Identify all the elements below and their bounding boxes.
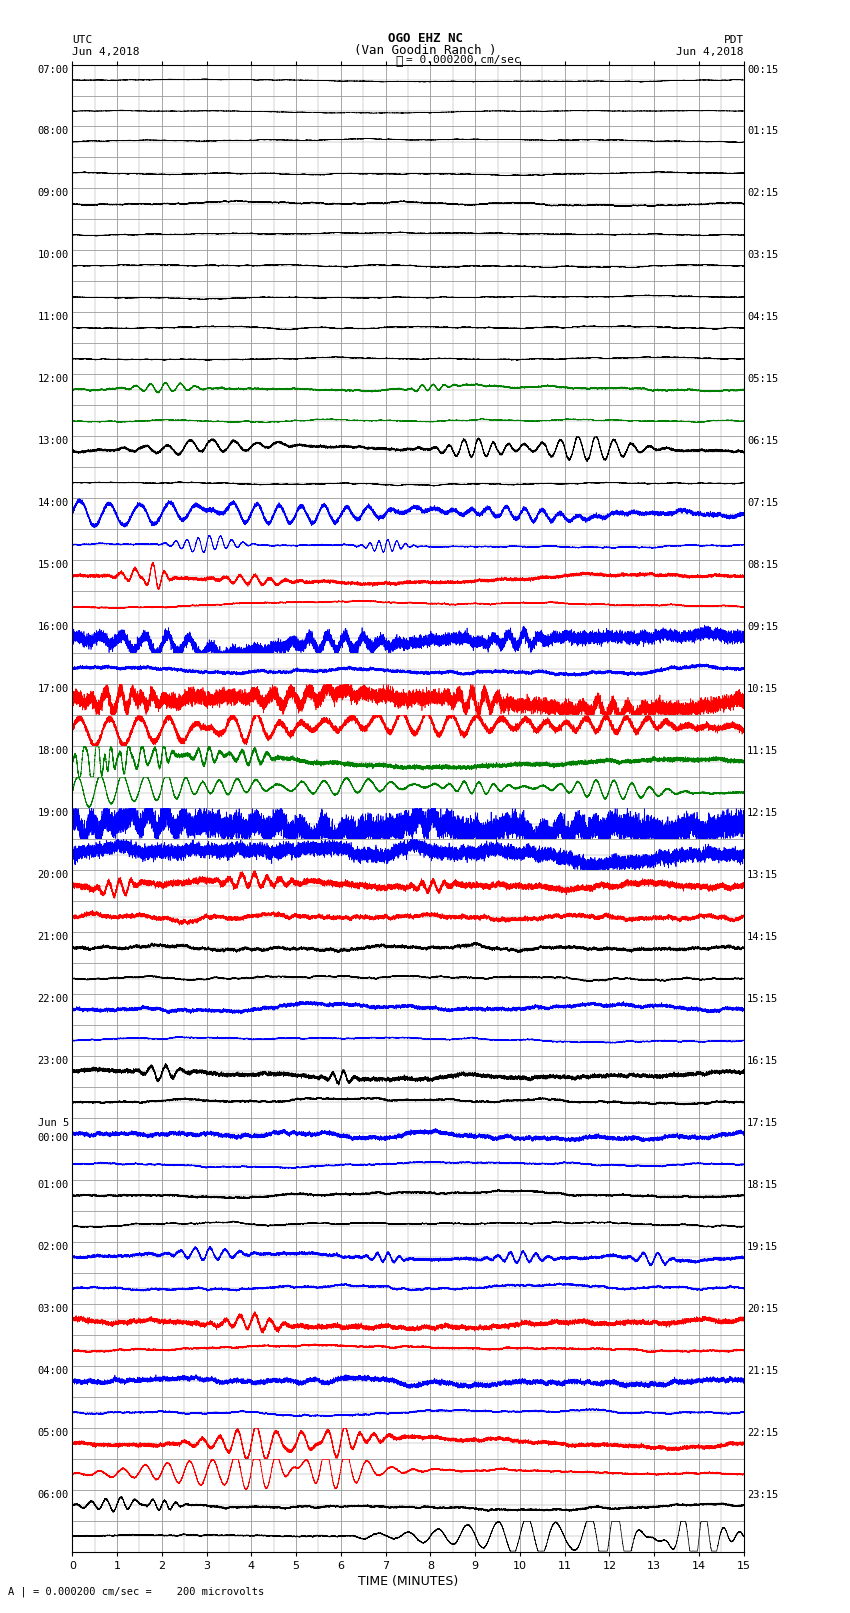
Text: Jun 4,2018: Jun 4,2018	[677, 47, 744, 56]
Text: 20:00: 20:00	[37, 869, 69, 881]
Text: 12:00: 12:00	[37, 374, 69, 384]
Text: A | = 0.000200 cm/sec =    200 microvolts: A | = 0.000200 cm/sec = 200 microvolts	[8, 1586, 264, 1597]
Text: 15:15: 15:15	[747, 994, 779, 1003]
Text: 17:00: 17:00	[37, 684, 69, 694]
Text: 15:00: 15:00	[37, 560, 69, 571]
Text: 16:15: 16:15	[747, 1057, 779, 1066]
Text: 22:15: 22:15	[747, 1428, 779, 1437]
Text: 09:15: 09:15	[747, 623, 779, 632]
Text: 11:15: 11:15	[747, 747, 779, 756]
Text: 13:15: 13:15	[747, 869, 779, 881]
Text: Jun 5: Jun 5	[37, 1118, 69, 1127]
Text: PDT: PDT	[723, 35, 744, 45]
Text: 08:00: 08:00	[37, 126, 69, 137]
Text: 18:15: 18:15	[747, 1181, 779, 1190]
Text: 12:15: 12:15	[747, 808, 779, 818]
Text: 03:00: 03:00	[37, 1303, 69, 1315]
Text: 18:00: 18:00	[37, 747, 69, 756]
X-axis label: TIME (MINUTES): TIME (MINUTES)	[358, 1574, 458, 1587]
Text: (Van Goodin Ranch ): (Van Goodin Ranch )	[354, 44, 496, 56]
Text: 23:00: 23:00	[37, 1057, 69, 1066]
Text: Jun 4,2018: Jun 4,2018	[72, 47, 139, 56]
Text: 03:15: 03:15	[747, 250, 779, 260]
Text: 23:15: 23:15	[747, 1490, 779, 1500]
Text: 02:15: 02:15	[747, 189, 779, 198]
Text: 09:00: 09:00	[37, 189, 69, 198]
Text: 14:15: 14:15	[747, 932, 779, 942]
Text: OGO EHZ NC: OGO EHZ NC	[388, 32, 462, 45]
Text: 20:15: 20:15	[747, 1303, 779, 1315]
Text: UTC: UTC	[72, 35, 93, 45]
Text: 13:00: 13:00	[37, 436, 69, 447]
Text: 04:15: 04:15	[747, 313, 779, 323]
Text: 10:15: 10:15	[747, 684, 779, 694]
Text: 06:15: 06:15	[747, 436, 779, 447]
Text: = 0.000200 cm/sec: = 0.000200 cm/sec	[406, 55, 521, 65]
Text: 04:00: 04:00	[37, 1366, 69, 1376]
Text: 10:00: 10:00	[37, 250, 69, 260]
Text: 08:15: 08:15	[747, 560, 779, 571]
Text: 11:00: 11:00	[37, 313, 69, 323]
Text: 00:15: 00:15	[747, 65, 779, 74]
Text: 05:15: 05:15	[747, 374, 779, 384]
Text: ⎴: ⎴	[396, 55, 403, 68]
Text: 22:00: 22:00	[37, 994, 69, 1003]
Text: 01:00: 01:00	[37, 1181, 69, 1190]
Text: 16:00: 16:00	[37, 623, 69, 632]
Text: 02:00: 02:00	[37, 1242, 69, 1252]
Text: 14:00: 14:00	[37, 498, 69, 508]
Text: 00:00: 00:00	[37, 1134, 69, 1144]
Text: 07:15: 07:15	[747, 498, 779, 508]
Text: 19:15: 19:15	[747, 1242, 779, 1252]
Text: 01:15: 01:15	[747, 126, 779, 137]
Text: 19:00: 19:00	[37, 808, 69, 818]
Text: 21:15: 21:15	[747, 1366, 779, 1376]
Text: 05:00: 05:00	[37, 1428, 69, 1437]
Text: 07:00: 07:00	[37, 65, 69, 74]
Text: 17:15: 17:15	[747, 1118, 779, 1127]
Text: 06:00: 06:00	[37, 1490, 69, 1500]
Text: 21:00: 21:00	[37, 932, 69, 942]
